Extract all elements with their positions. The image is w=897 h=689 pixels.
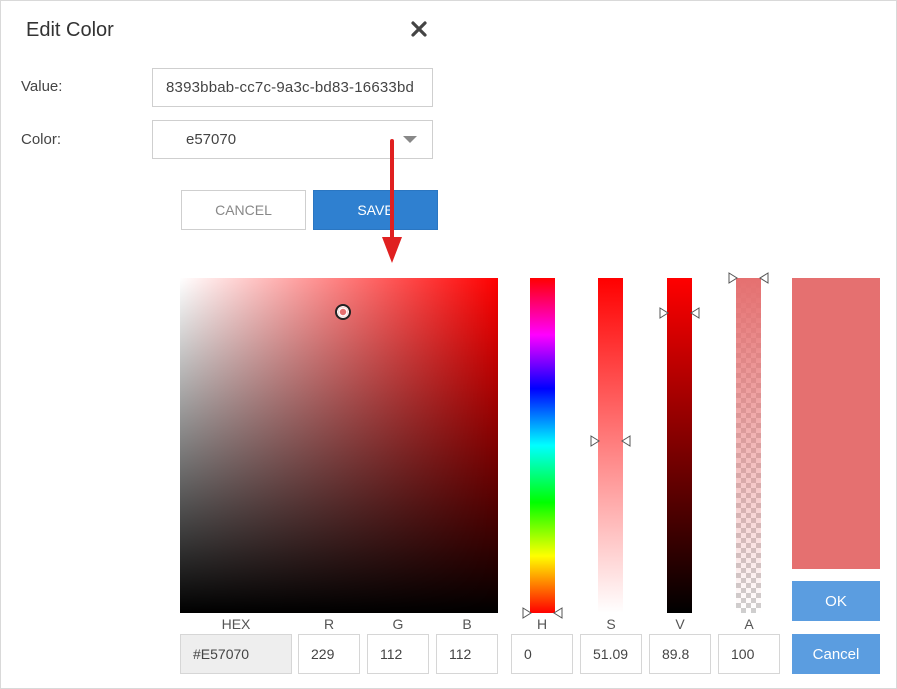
- v-input[interactable]: 89.8: [649, 634, 711, 674]
- g-input[interactable]: 112: [367, 634, 429, 674]
- color-dropdown[interactable]: e57070: [152, 120, 433, 159]
- dialog-title: Edit Color: [26, 19, 114, 41]
- h-input[interactable]: 0: [511, 634, 573, 674]
- cancel-button[interactable]: CANCEL: [181, 190, 306, 230]
- r-input[interactable]: 229: [298, 634, 360, 674]
- value-slider-handle[interactable]: [659, 307, 700, 319]
- s-label: S: [606, 616, 616, 632]
- g-label: G: [392, 616, 404, 632]
- hue-bar[interactable]: [530, 278, 555, 613]
- a-label: A: [744, 616, 754, 632]
- color-label: Color:: [21, 131, 62, 148]
- a-input[interactable]: 100: [718, 634, 780, 674]
- value-input[interactable]: 8393bbab-cc7c-9a3c-bd83-16633bd: [152, 68, 433, 107]
- b-label: B: [462, 616, 472, 632]
- hue-slider-handle[interactable]: [522, 607, 563, 619]
- color-dropdown-value: e57070: [186, 131, 237, 148]
- b-input[interactable]: 112: [436, 634, 498, 674]
- r-label: R: [323, 616, 335, 632]
- alpha-bar[interactable]: [736, 278, 761, 613]
- color-preview: [792, 278, 880, 569]
- chevron-down-icon[interactable]: [403, 136, 417, 143]
- v-label: V: [675, 616, 685, 632]
- h-label: H: [536, 616, 548, 632]
- picker-cancel-button[interactable]: Cancel: [792, 634, 880, 674]
- sv-cursor-icon[interactable]: [335, 304, 351, 320]
- value-label: Value:: [21, 78, 63, 95]
- hex-input[interactable]: #E57070: [180, 634, 292, 674]
- saturation-value-area[interactable]: [180, 278, 498, 613]
- saturation-bar[interactable]: [598, 278, 623, 613]
- hex-label: HEX: [221, 616, 251, 632]
- value-bar[interactable]: [667, 278, 692, 613]
- ok-button[interactable]: OK: [792, 581, 880, 621]
- close-icon[interactable]: [408, 18, 430, 40]
- save-button[interactable]: SAVE: [313, 190, 438, 230]
- saturation-slider-handle[interactable]: [590, 435, 631, 447]
- alpha-slider-handle[interactable]: [728, 272, 769, 284]
- s-input[interactable]: 51.09: [580, 634, 642, 674]
